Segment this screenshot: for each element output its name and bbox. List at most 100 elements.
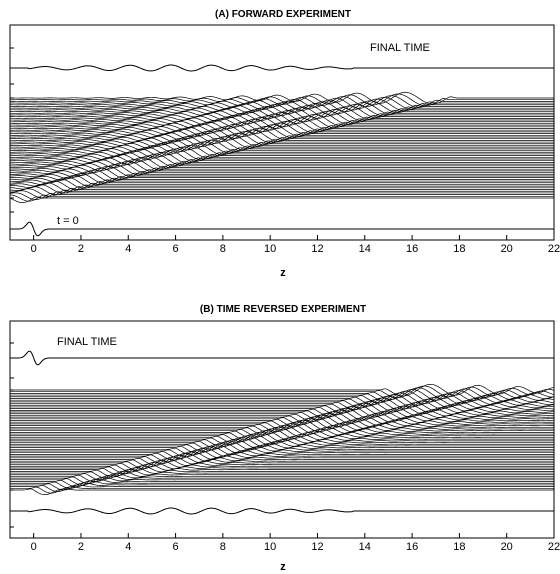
intermediate-trace [10,401,555,414]
x-tick-label: 20 [501,541,513,553]
plot-frame [9,320,555,539]
intermediate-trace [10,445,554,458]
panel-a-final-time-label: FINAL TIME [370,42,430,54]
intermediate-trace [10,411,555,424]
intermediate-trace [10,399,555,412]
plot-frame [9,24,555,241]
intermediate-trace [10,488,554,496]
x-tick-label: 6 [173,541,179,553]
x-tick-label: 18 [453,541,465,553]
intermediate-trace [9,148,554,161]
x-tick-label: 4 [125,243,131,255]
intermediate-trace [9,126,554,139]
intermediate-trace [9,182,554,192]
intermediate-trace [10,423,554,436]
intermediate-trace [10,166,554,178]
x-tick-label: 10 [264,541,276,553]
x-tick-label: 6 [173,243,179,255]
intermediate-trace [10,460,554,471]
intermediate-trace [10,482,554,491]
intermediate-trace [10,452,554,464]
intermediate-trace [10,469,554,479]
intermediate-trace [9,184,554,194]
x-tick-label: 22 [548,541,560,553]
intermediate-trace [10,467,554,478]
panel-a-x-axis-label: z [280,267,286,279]
intermediate-trace [9,158,554,171]
intermediate-trace [9,169,554,181]
intermediate-trace [9,180,554,191]
x-tick-label: 22 [548,243,560,255]
intermediate-trace [10,447,554,459]
intermediate-trace [10,437,554,449]
intermediate-trace [10,463,554,474]
x-tick-label: 14 [359,243,371,255]
intermediate-trace [9,103,554,117]
intermediate-trace [9,153,554,166]
intermediate-trace [10,476,554,486]
intermediate-trace [10,444,554,456]
x-tick-label: 2 [78,541,84,553]
intermediate-trace [10,406,555,419]
x-tick-label: 8 [220,243,226,255]
intermediate-trace [10,383,555,397]
x-tick-label: 16 [406,243,418,255]
intermediate-trace [10,454,554,466]
intermediate-trace [9,151,554,164]
intermediate-trace [9,190,554,199]
panel-b-x-axis-label: z [280,561,286,573]
intermediate-trace [10,394,555,407]
intermediate-trace [9,91,554,105]
intermediate-trace [10,419,554,432]
intermediate-trace [10,456,554,468]
intermediate-trace [10,409,554,422]
intermediate-trace [9,176,554,188]
intermediate-trace [10,385,555,399]
intermediate-trace [10,421,554,434]
intermediate-trace [9,124,554,137]
panel-a-title: (A) FORWARD EXPERIMENT [215,9,351,20]
intermediate-trace [10,112,554,125]
x-tick-label: 4 [125,541,131,553]
intermediate-trace [10,480,554,489]
intermediate-trace [10,428,554,441]
intermediate-trace [10,451,554,463]
x-tick-label: 18 [453,243,465,255]
intermediate-trace [10,397,555,410]
intermediate-trace [10,474,554,484]
x-tick-label: 12 [311,243,323,255]
intermediate-trace [9,93,554,107]
x-tick-label: 0 [31,243,37,255]
intermediate-trace [9,146,554,159]
initial-pulse-trace [10,221,554,237]
intermediate-trace [9,139,554,152]
intermediate-trace [10,438,554,451]
intermediate-trace [9,160,554,172]
x-tick-label: 16 [406,541,418,553]
x-tick-label: 8 [220,541,226,553]
x-tick-label: 10 [264,243,276,255]
intermediate-trace [10,472,554,483]
intermediate-trace [9,138,554,151]
intermediate-trace [10,387,555,400]
intermediate-trace [10,115,554,129]
intermediate-trace [10,426,554,439]
intermediate-trace [10,407,555,421]
intermediate-trace [9,110,554,123]
intermediate-trace [10,425,554,437]
intermediate-trace [10,430,554,443]
intermediate-trace [9,196,554,204]
intermediate-trace [10,433,554,446]
x-tick-label: 2 [78,243,84,255]
intermediate-trace [9,188,554,197]
intermediate-trace [9,97,554,110]
intermediate-trace [10,461,554,473]
intermediate-trace [9,117,554,130]
panel-a-x-axis: 0 2 4 6 8 10 12 14 16 18 20 22 [31,235,560,255]
x-tick-label: 0 [31,541,37,553]
final-time-trace [10,350,554,366]
intermediate-trace [9,157,554,169]
intermediate-trace [10,484,554,492]
intermediate-trace [9,171,554,183]
